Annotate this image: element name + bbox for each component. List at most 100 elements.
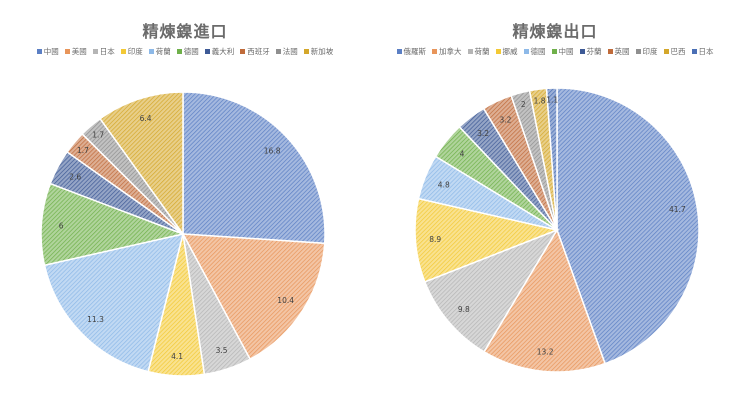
legend-item: 美國 bbox=[64, 46, 87, 57]
data-label: 4.8 bbox=[438, 180, 450, 189]
legend-label: 荷蘭 bbox=[155, 47, 171, 56]
pie-slice bbox=[99, 91, 184, 237]
legend-item: 芬蘭 bbox=[579, 46, 602, 57]
pie-slice bbox=[181, 233, 326, 361]
data-label: 4.1 bbox=[171, 352, 183, 361]
legend-label: 芬蘭 bbox=[586, 47, 602, 56]
legend-label: 印度 bbox=[127, 47, 143, 56]
legend-label: 挪威 bbox=[502, 47, 518, 56]
legend-item: 荷蘭 bbox=[148, 46, 171, 57]
pie-slice bbox=[556, 87, 700, 365]
legend-label: 中國 bbox=[43, 47, 59, 56]
data-label: 2 bbox=[521, 100, 526, 109]
data-label: 13.2 bbox=[537, 348, 554, 357]
legend-item: 日本 bbox=[92, 46, 115, 57]
legend-swatch bbox=[396, 49, 402, 54]
export-pie-chart: 精煉鎳出口 俄羅斯 加拿大 荷蘭 挪威 德國 中國 芬蘭 英國 印度 巴西 日本 41.7 13.2 9… bbox=[370, 0, 740, 416]
legend-item: 印度 bbox=[120, 46, 143, 57]
chart-title: 精煉鎳出口 bbox=[512, 22, 598, 41]
legend-label: 印度 bbox=[642, 47, 658, 56]
legend-label: 義大利 bbox=[211, 47, 235, 56]
legend-label: 日本 bbox=[698, 47, 714, 56]
legend-swatch bbox=[275, 49, 281, 54]
data-label: 3.2 bbox=[499, 115, 511, 124]
legend-label: 德國 bbox=[183, 47, 199, 56]
legend-label: 荷蘭 bbox=[474, 47, 490, 56]
legend-swatch bbox=[176, 49, 182, 54]
legend-label: 美國 bbox=[71, 47, 87, 56]
legend-label: 加拿大 bbox=[439, 47, 462, 56]
pie-slice bbox=[423, 228, 559, 353]
legend-swatch bbox=[303, 49, 309, 54]
pie-slice bbox=[482, 228, 607, 373]
legend-item: 德國 bbox=[176, 46, 199, 57]
legend-item: 荷蘭 bbox=[467, 46, 490, 57]
data-label: 1.7 bbox=[77, 146, 89, 155]
legend-label: 法國 bbox=[282, 47, 298, 56]
legend-label: 英國 bbox=[614, 47, 630, 56]
legend-swatch bbox=[64, 49, 70, 54]
legend-swatch bbox=[523, 49, 529, 54]
pie-slice bbox=[414, 197, 560, 283]
data-label: 3.5 bbox=[216, 346, 228, 355]
legend-label: 俄羅斯 bbox=[403, 47, 427, 56]
legend-item: 挪威 bbox=[495, 46, 518, 57]
data-label: 41.7 bbox=[669, 205, 686, 214]
legend-swatch bbox=[607, 49, 613, 54]
pie-slice bbox=[43, 232, 185, 373]
legend-label: 德國 bbox=[530, 47, 546, 56]
legend-swatch bbox=[579, 49, 585, 54]
legend-swatch bbox=[691, 49, 697, 54]
data-label: 3.2 bbox=[477, 129, 489, 138]
legend-item: 德國 bbox=[523, 46, 546, 57]
legend-swatch bbox=[204, 49, 210, 54]
pie-plot: 41.7 13.2 9.8 8.9 4.8 4 3.2 3.2 2 1.8 1.1 bbox=[414, 87, 700, 373]
legend-swatch bbox=[551, 49, 557, 54]
legend-item: 義大利 bbox=[204, 46, 235, 57]
data-label: 8.9 bbox=[429, 235, 441, 244]
pie-slice bbox=[545, 87, 558, 231]
legend-label: 中國 bbox=[558, 47, 574, 56]
legend-item: 俄羅斯 bbox=[396, 46, 427, 57]
pie-slice bbox=[40, 182, 186, 267]
legend-label: 新加坡 bbox=[310, 47, 334, 56]
data-label: 10.4 bbox=[277, 296, 294, 305]
chart-legend: 俄羅斯 加拿大 荷蘭 挪威 德國 中國 芬蘭 英國 印度 巴西 日本 bbox=[380, 46, 730, 57]
legend-swatch bbox=[432, 49, 437, 54]
legend-swatch bbox=[148, 49, 154, 54]
legend-label: 日本 bbox=[99, 47, 115, 56]
data-label: 1.1 bbox=[546, 95, 558, 104]
legend-item: 新加坡 bbox=[303, 46, 334, 57]
data-label: 6.4 bbox=[140, 114, 152, 123]
legend-item: 加拿大 bbox=[432, 46, 462, 57]
data-label: 1.7 bbox=[92, 131, 104, 140]
legend-swatch bbox=[663, 49, 669, 54]
legend-swatch bbox=[467, 49, 473, 54]
legend-swatch bbox=[635, 49, 641, 54]
data-label: 11.3 bbox=[87, 315, 104, 324]
legend-label: 西班牙 bbox=[247, 47, 270, 56]
legend-item: 英國 bbox=[607, 46, 630, 57]
legend-swatch bbox=[240, 49, 246, 54]
pie-plot: 16.8 10.4 3.5 4.1 11.3 6 2.6 1.71.7 6.4 bbox=[40, 91, 326, 377]
pie-slice bbox=[182, 91, 326, 245]
chart-legend: 中國 美國 日本 印度 荷蘭 德國 義大利 西班牙 法國 新加坡 bbox=[10, 46, 360, 57]
chart-title: 精煉鎳進口 bbox=[142, 22, 228, 41]
legend-item: 法國 bbox=[275, 46, 298, 57]
legend-swatch bbox=[120, 49, 126, 54]
legend-item: 西班牙 bbox=[240, 46, 270, 57]
legend-item: 中國 bbox=[36, 46, 59, 57]
legend-item: 巴西 bbox=[663, 46, 686, 57]
data-label: 1.8 bbox=[534, 97, 546, 106]
import-pie-chart: 精煉鎳進口 中國 美國 日本 印度 荷蘭 德國 義大利 西班牙 法國 新加坡 16.8 10.4 3.… bbox=[10, 22, 360, 377]
legend-swatch bbox=[36, 49, 42, 54]
legend-swatch bbox=[92, 49, 98, 54]
data-label: 9.8 bbox=[458, 305, 470, 314]
legend-item: 印度 bbox=[635, 46, 658, 57]
legend-label: 巴西 bbox=[670, 47, 686, 56]
data-label: 4 bbox=[460, 149, 465, 158]
data-label: 6 bbox=[59, 221, 64, 230]
data-label: 2.6 bbox=[69, 173, 81, 182]
legend-item: 中國 bbox=[551, 46, 574, 57]
legend-item: 日本 bbox=[691, 46, 714, 57]
